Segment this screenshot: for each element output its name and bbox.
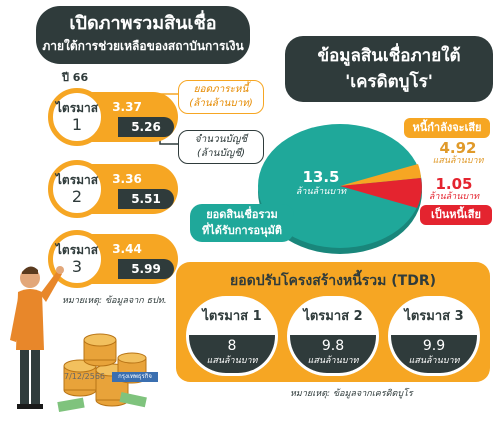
at-risk-unit: แสนล้านบาท bbox=[432, 156, 484, 166]
quarter-2-label: ไตรมาส bbox=[55, 173, 99, 187]
quarter-1-label: ไตรมาส bbox=[55, 101, 99, 115]
publisher-badge: กรุงเทพธุรกิจ bbox=[112, 372, 158, 382]
quarter-1-accounts: 5.26 bbox=[118, 117, 174, 137]
quarter-2-badge: ไตรมาส 2 bbox=[48, 160, 106, 218]
callout-debt-amount-line1: ยอดภาระหนี้ bbox=[193, 84, 249, 95]
tdr-quarter-3-card: ไตรมาส 3 9.9 แสนล้านบาท bbox=[388, 296, 480, 376]
callout-account-count-line2: (ล้านบัญชี) bbox=[196, 148, 246, 159]
tdr-quarter-2-label: ไตรมาส 2 bbox=[290, 299, 376, 335]
left-title: เปิดภาพรวมสินเชื่อ bbox=[69, 13, 217, 34]
left-source-note: หมายเหตุ: ข้อมูลจาก ธปท. bbox=[62, 296, 167, 306]
quarter-1-badge: ไตรมาส 1 bbox=[48, 88, 106, 146]
tdr-quarter-2-card: ไตรมาส 2 9.8 แสนล้านบาท bbox=[287, 296, 379, 376]
pie-total-value: 13.5 bbox=[302, 168, 340, 186]
callout-account-count-line1: จำนวนบัญชี bbox=[194, 134, 248, 145]
approved-credit-line2: ที่ได้รับการอนุมัติ bbox=[201, 224, 283, 237]
callout-debt-amount: ยอดภาระหนี้ (ล้านล้านบาท) bbox=[178, 80, 264, 114]
pie-total-unit: ล้านล้านบาท bbox=[295, 187, 347, 197]
quarter-3-label: ไตรมาส bbox=[55, 243, 99, 257]
quarter-2-number: 2 bbox=[71, 187, 83, 206]
tdr-quarter-1-card: ไตรมาส 1 8 แสนล้านบาท bbox=[186, 296, 278, 376]
quarter-1-number: 1 bbox=[71, 115, 83, 134]
pie-slice-npl bbox=[340, 178, 422, 208]
tdr-title: ยอดปรับโครงสร้างหนี้รวม (TDR) bbox=[229, 273, 437, 289]
npl-unit: ล้านล้านบาท bbox=[428, 192, 480, 202]
tdr-quarter-2-value: 9.8 bbox=[321, 338, 345, 354]
at-risk-label: หนี้กำลังจะเสีย bbox=[404, 118, 490, 138]
npl-label: เป็นหนี้เสีย bbox=[420, 205, 492, 225]
quarter-3-number: 3 bbox=[71, 257, 83, 276]
callout-account-count: จำนวนบัญชี (ล้านบัญชี) bbox=[178, 130, 264, 164]
right-subtitle: 'เครดิตบูโร' bbox=[345, 72, 433, 92]
tdr-quarter-1-unit: แสนล้านบาท bbox=[206, 356, 258, 366]
approved-credit-label: ยอดสินเชื่อรวม ที่ได้รับการอนุมัติ bbox=[190, 204, 294, 242]
quarter-2-accounts: 5.51 bbox=[118, 189, 174, 209]
quarter-2-amount: 3.36 bbox=[112, 172, 142, 186]
right-title: ข้อมูลสินเชื่อภายใต้ bbox=[317, 46, 461, 66]
tdr-quarter-3-label: ไตรมาส 3 bbox=[391, 299, 477, 335]
npl-value-block: 1.05 ล้านล้านบาท bbox=[418, 176, 490, 203]
npl-value: 1.05 bbox=[435, 175, 473, 193]
tdr-quarter-2-unit: แสนล้านบาท bbox=[307, 356, 359, 366]
quarter-3-accounts: 5.99 bbox=[118, 259, 174, 279]
right-title-banner: ข้อมูลสินเชื่อภายใต้ 'เครดิตบูโร' bbox=[285, 36, 493, 102]
right-source-note: หมายเหตุ: ข้อมูลจากเครดิตบูโร bbox=[290, 389, 413, 399]
pie-slice-at-risk bbox=[340, 164, 421, 186]
tdr-quarter-1-label: ไตรมาส 1 bbox=[189, 299, 275, 335]
left-subtitle: ภายใต้การช่วยเหลือของสถาบันการเงิน bbox=[42, 39, 244, 53]
man-with-coins-illustration bbox=[10, 266, 147, 413]
tdr-quarter-1-value: 8 bbox=[227, 338, 237, 354]
pie-total: 13.5 ล้านล้านบาท bbox=[286, 168, 356, 198]
quarter-1-amount: 3.37 bbox=[112, 100, 142, 114]
at-risk-value: 4.92 bbox=[439, 139, 477, 157]
callout-debt-amount-line2: (ล้านล้านบาท) bbox=[189, 98, 253, 109]
tdr-quarter-3-unit: แสนล้านบาท bbox=[408, 356, 460, 366]
approved-credit-line1: ยอดสินเชื่อรวม bbox=[206, 208, 278, 221]
date-stamp: 7/12/2566 bbox=[64, 372, 106, 381]
year-label: ปี 66 bbox=[62, 71, 89, 84]
tdr-quarter-3-value: 9.9 bbox=[422, 338, 446, 354]
credit-pie-chart bbox=[258, 124, 422, 254]
man-figure bbox=[10, 266, 64, 409]
quarter-3-amount: 3.44 bbox=[112, 242, 142, 256]
left-title-banner: เปิดภาพรวมสินเชื่อ ภายใต้การช่วยเหลือของ… bbox=[36, 6, 250, 64]
at-risk-value-block: 4.92 แสนล้านบาท bbox=[426, 140, 490, 167]
